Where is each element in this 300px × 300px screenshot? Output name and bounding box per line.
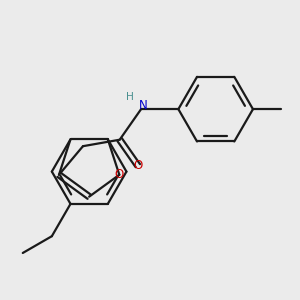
Text: O: O (133, 159, 142, 172)
Text: H: H (126, 92, 134, 102)
Text: O: O (115, 168, 124, 181)
Text: N: N (139, 99, 147, 112)
